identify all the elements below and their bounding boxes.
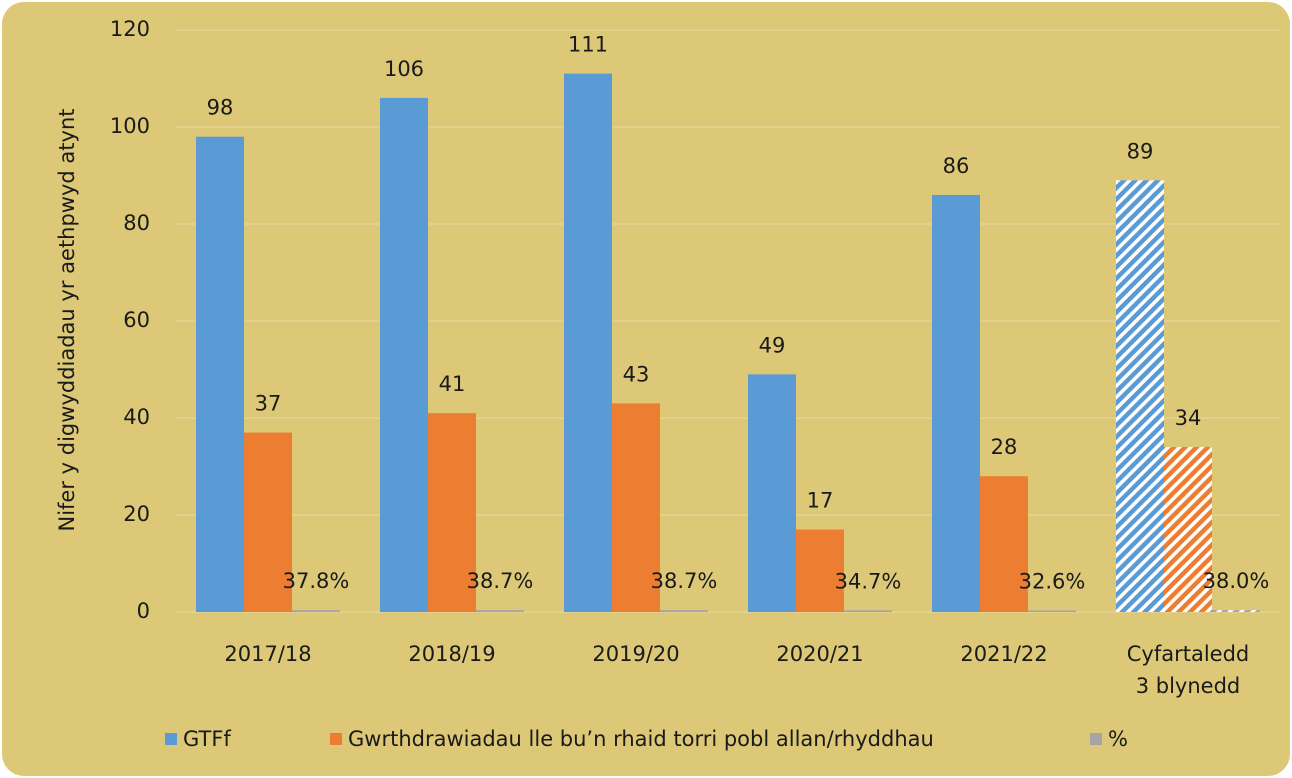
data-label: 37	[255, 392, 282, 416]
legend-label: GTFf	[183, 727, 231, 751]
data-label: 38.7%	[467, 569, 534, 593]
data-label: 34.7%	[835, 569, 902, 593]
x-tick-label: 2017/18	[224, 642, 311, 666]
data-label: 17	[807, 489, 834, 513]
data-label: 34	[1175, 406, 1202, 430]
y-tick-label: 60	[123, 308, 150, 332]
bar	[380, 97, 428, 612]
bar	[1212, 610, 1260, 612]
bar	[660, 610, 708, 612]
x-tick-label: 2018/19	[408, 642, 495, 666]
bar	[1028, 610, 1076, 612]
data-label: 49	[759, 333, 786, 357]
bar	[748, 374, 796, 612]
x-tick-label: 2021/22	[960, 642, 1047, 666]
data-label: 32.6%	[1019, 569, 1086, 593]
bar	[428, 413, 476, 612]
bar	[932, 194, 980, 612]
x-tick-label: 2020/21	[776, 642, 863, 666]
y-tick-label: 40	[123, 405, 150, 429]
bar	[292, 610, 340, 612]
legend-swatch	[165, 733, 177, 745]
bar	[1116, 180, 1164, 612]
x-tick-label: 2019/20	[592, 642, 679, 666]
data-label: 37.8%	[283, 569, 350, 593]
y-tick-label: 120	[110, 17, 150, 41]
y-axis-label: Nifer y digwyddiadau yr aethpwyd atynt	[55, 109, 79, 532]
bar	[244, 432, 292, 612]
y-tick-label: 0	[137, 599, 150, 623]
data-label: 38.0%	[1203, 569, 1270, 593]
data-label: 106	[384, 57, 424, 81]
data-label: 86	[943, 154, 970, 178]
legend-label: %	[1108, 727, 1128, 751]
bar	[476, 610, 524, 612]
bar	[1164, 447, 1212, 612]
bar	[796, 529, 844, 612]
data-label: 89	[1127, 139, 1154, 163]
legend-label: Gwrthdrawiadau lle bu’n rhaid torri pobl…	[348, 727, 934, 751]
data-label: 28	[991, 435, 1018, 459]
legend-swatch	[330, 733, 342, 745]
data-label: 38.7%	[651, 569, 718, 593]
legend-swatch	[1090, 733, 1102, 745]
bar	[980, 476, 1028, 612]
y-tick-label: 20	[123, 502, 150, 526]
y-tick-label: 80	[123, 211, 150, 235]
data-label: 98	[207, 96, 234, 120]
bar	[612, 403, 660, 612]
x-tick-label: Cyfartaledd 3 blynedd	[1127, 642, 1250, 698]
bar	[196, 136, 244, 612]
data-label: 43	[623, 362, 650, 386]
data-label: 41	[439, 372, 466, 396]
y-tick-label: 100	[110, 114, 150, 138]
bar	[564, 73, 612, 612]
data-label: 111	[568, 33, 608, 57]
bar	[844, 610, 892, 612]
